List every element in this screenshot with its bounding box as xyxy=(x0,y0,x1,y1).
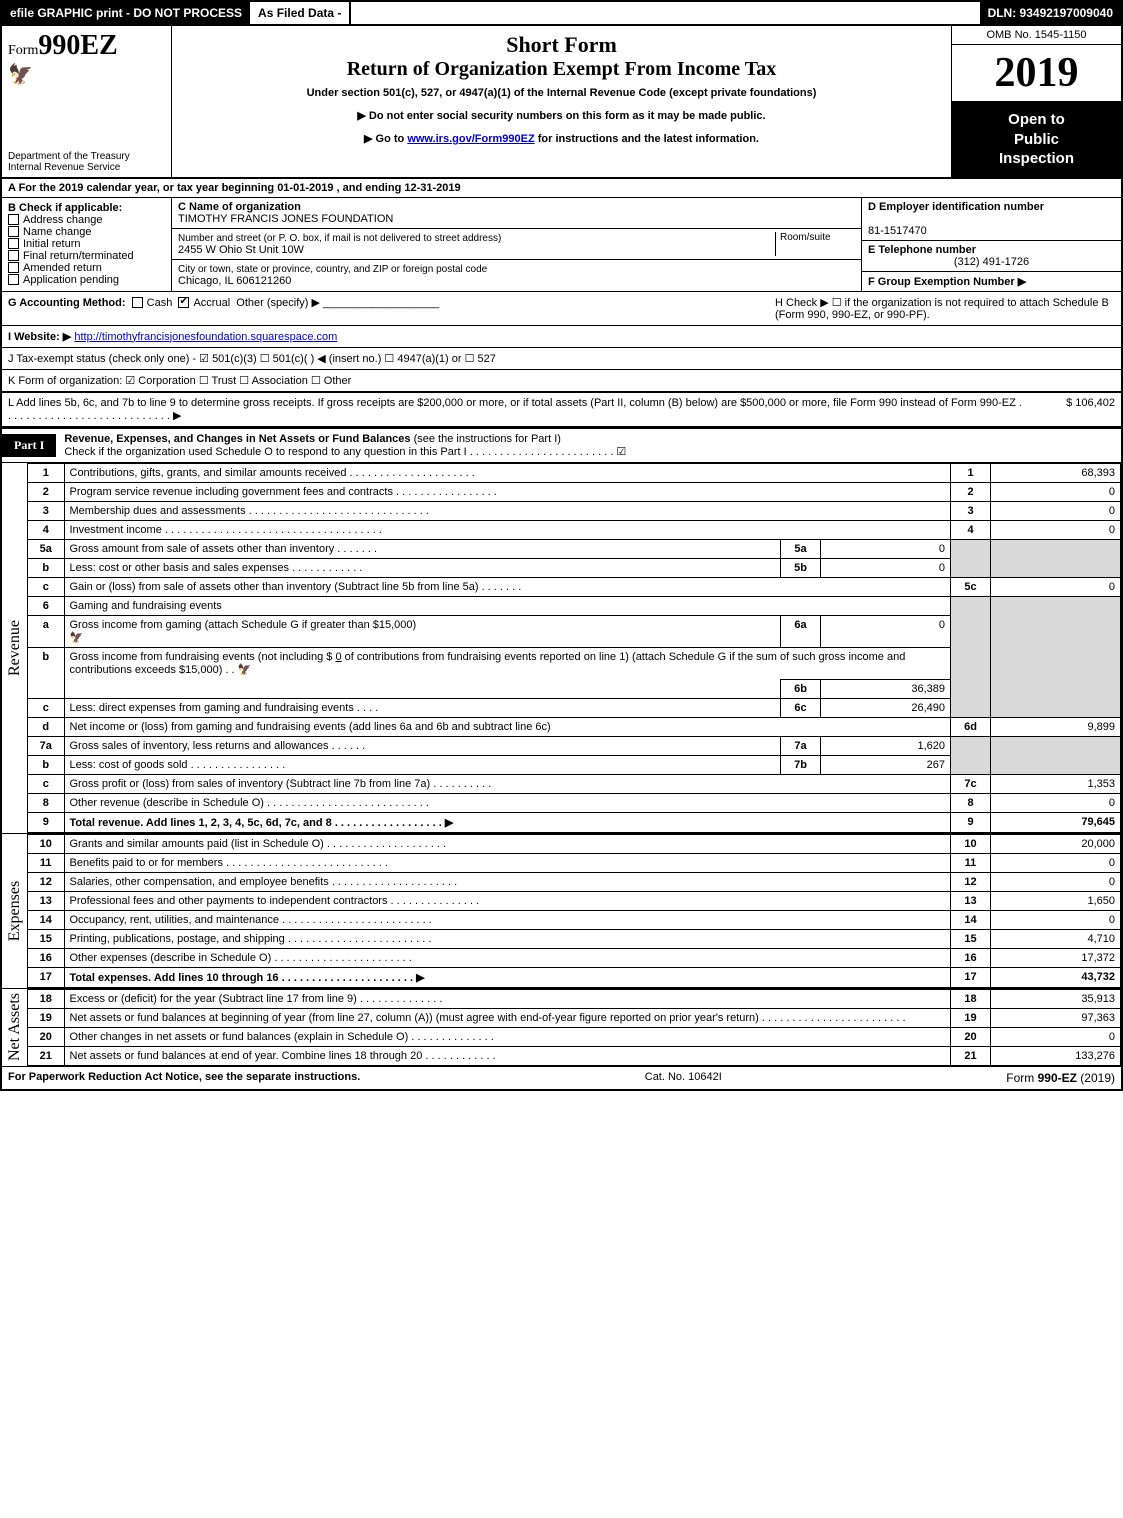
line-21: 21Net assets or fund balances at end of … xyxy=(28,1046,1121,1065)
omb-number: OMB No. 1545-1150 xyxy=(952,26,1121,45)
chk-address-change[interactable] xyxy=(8,214,19,225)
line-13: 13Professional fees and other payments t… xyxy=(28,891,1121,910)
line-2: 2Program service revenue including gover… xyxy=(28,482,1121,501)
netassets-table: 18Excess or (deficit) for the year (Subt… xyxy=(28,989,1121,1066)
b-label: B Check if applicable: xyxy=(8,202,122,214)
form-title: Return of Organization Exempt From Incom… xyxy=(184,58,939,81)
f-label: F Group Exemption Number ▶ xyxy=(868,276,1026,288)
e-label: E Telephone number xyxy=(868,244,976,256)
i-label: I Website: ▶ xyxy=(8,331,71,343)
room-suite-label: Room/suite xyxy=(775,232,855,256)
line-9: 9Total revenue. Add lines 1, 2, 3, 4, 5c… xyxy=(28,812,1121,832)
line-20: 20Other changes in net assets or fund ba… xyxy=(28,1027,1121,1046)
form-subtitle: Under section 501(c), 527, or 4947(a)(1)… xyxy=(184,87,939,99)
footer-mid: Cat. No. 10642I xyxy=(645,1071,722,1085)
short-form-label: Short Form xyxy=(184,32,939,58)
line-5c: cGain or (loss) from sale of assets othe… xyxy=(28,577,1121,596)
section-a: A For the 2019 calendar year, or tax yea… xyxy=(2,179,1121,198)
expenses-table: 10Grants and similar amounts paid (list … xyxy=(28,834,1121,988)
line-14: 14Occupancy, rent, utilities, and mainte… xyxy=(28,910,1121,929)
irs-link[interactable]: www.irs.gov/Form990EZ xyxy=(407,133,534,145)
d-label: D Employer identification number xyxy=(868,201,1044,213)
expenses-sidelabel: Expenses xyxy=(2,834,28,988)
part1-label: Part I xyxy=(2,434,56,457)
dept-label: Department of the Treasury xyxy=(8,151,165,162)
line-10: 10Grants and similar amounts paid (list … xyxy=(28,834,1121,853)
city-label: City or town, state or province, country… xyxy=(178,264,487,275)
chk-accrual[interactable] xyxy=(178,297,189,308)
chk-amended-return[interactable] xyxy=(8,262,19,273)
l-value: $ 106,402 xyxy=(1025,397,1115,422)
revenue-table: 1Contributions, gifts, grants, and simil… xyxy=(28,463,1121,833)
netassets-sidelabel: Net Assets xyxy=(2,989,28,1066)
part1-check: Check if the organization used Schedule … xyxy=(64,446,626,458)
g-label: G Accounting Method: xyxy=(8,297,126,309)
part1-header: Part I Revenue, Expenses, and Changes in… xyxy=(2,427,1121,463)
line-18: 18Excess or (deficit) for the year (Subt… xyxy=(28,989,1121,1008)
form-container: efile GRAPHIC print - DO NOT PROCESS As … xyxy=(0,0,1123,1091)
chk-cash[interactable] xyxy=(132,297,143,308)
ssn-note: ▶ Do not enter social security numbers o… xyxy=(184,109,939,122)
line-12: 12Salaries, other compensation, and empl… xyxy=(28,872,1121,891)
line-16: 16Other expenses (describe in Schedule O… xyxy=(28,948,1121,967)
line-7a: 7aGross sales of inventory, less returns… xyxy=(28,736,1121,755)
goto-note: ▶ Go to www.irs.gov/Form990EZ for instru… xyxy=(184,132,939,145)
line-11: 11Benefits paid to or for members . . . … xyxy=(28,853,1121,872)
asfiled-badge: As Filed Data - xyxy=(250,2,351,24)
form-header: Form990EZ 🦅 Department of the Treasury I… xyxy=(2,26,1121,179)
tax-year: 2019 xyxy=(952,45,1121,102)
street-label: Number and street (or P. O. box, if mail… xyxy=(178,233,501,244)
section-c: C Name of organization TIMOTHY FRANCIS J… xyxy=(172,198,861,291)
dln-badge: DLN: 93492197009040 xyxy=(980,2,1121,24)
revenue-sidelabel: Revenue xyxy=(2,463,28,833)
form-prefix: Form xyxy=(8,43,38,58)
expenses-block: Expenses 10Grants and similar amounts pa… xyxy=(2,833,1121,988)
section-k: K Form of organization: ☑ Corporation ☐ … xyxy=(2,370,1121,393)
page-footer: For Paperwork Reduction Act Notice, see … xyxy=(2,1066,1121,1089)
section-l: L Add lines 5b, 6c, and 7b to line 9 to … xyxy=(2,393,1121,427)
line-7c: cGross profit or (loss) from sales of in… xyxy=(28,774,1121,793)
irs-eagle-icon: 🦅 xyxy=(8,62,165,87)
part1-title: Revenue, Expenses, and Changes in Net As… xyxy=(64,433,410,445)
efile-badge: efile GRAPHIC print - DO NOT PROCESS xyxy=(2,2,250,24)
website-link[interactable]: http://timothyfrancisjonesfoundation.squ… xyxy=(74,331,337,343)
revenue-block: Revenue 1Contributions, gifts, grants, a… xyxy=(2,463,1121,833)
section-def: D Employer identification number 81-1517… xyxy=(861,198,1121,291)
chk-initial-return[interactable] xyxy=(8,238,19,249)
line-19: 19Net assets or fund balances at beginni… xyxy=(28,1008,1121,1027)
line-15: 15Printing, publications, postage, and s… xyxy=(28,929,1121,948)
section-b: B Check if applicable: Address change Na… xyxy=(2,198,172,291)
chk-final-return[interactable] xyxy=(8,250,19,261)
chk-name-change[interactable] xyxy=(8,226,19,237)
efile-topbar: efile GRAPHIC print - DO NOT PROCESS As … xyxy=(2,2,1121,26)
line-3: 3Membership dues and assessments . . . .… xyxy=(28,501,1121,520)
city-value: Chicago, IL 606121260 xyxy=(178,275,291,287)
netassets-block: Net Assets 18Excess or (deficit) for the… xyxy=(2,988,1121,1066)
irs-label: Internal Revenue Service xyxy=(8,162,165,173)
line-6: 6Gaming and fundraising events xyxy=(28,596,1121,615)
street-value: 2455 W Ohio St Unit 10W xyxy=(178,244,304,256)
form-number: Form990EZ 🦅 xyxy=(8,30,165,87)
line-6d: dNet income or (loss) from gaming and fu… xyxy=(28,717,1121,736)
section-j: J Tax-exempt status (check only one) - ☑… xyxy=(2,348,1121,370)
org-name: TIMOTHY FRANCIS JONES FOUNDATION xyxy=(178,213,393,225)
h-text: H Check ▶ ☐ if the organization is not r… xyxy=(775,296,1115,321)
phone-value: (312) 491-1726 xyxy=(868,256,1115,268)
footer-left: For Paperwork Reduction Act Notice, see … xyxy=(8,1071,360,1083)
ein-value: 81-1517470 xyxy=(868,225,927,237)
line-8: 8Other revenue (describe in Schedule O) … xyxy=(28,793,1121,812)
form-num: 990EZ xyxy=(38,30,117,61)
open-public-badge: Open to Public Inspection xyxy=(952,102,1121,177)
line-5a: 5aGross amount from sale of assets other… xyxy=(28,539,1121,558)
line-17: 17Total expenses. Add lines 10 through 1… xyxy=(28,967,1121,987)
l-text: L Add lines 5b, 6c, and 7b to line 9 to … xyxy=(8,397,1025,422)
section-i: I Website: ▶ http://timothyfrancisjonesf… xyxy=(2,326,1121,348)
section-bcdef: B Check if applicable: Address change Na… xyxy=(2,198,1121,292)
section-gh: G Accounting Method: Cash Accrual Other … xyxy=(2,292,1121,326)
line-4: 4Investment income . . . . . . . . . . .… xyxy=(28,520,1121,539)
line-1: 1Contributions, gifts, grants, and simil… xyxy=(28,463,1121,482)
c-name-label: C Name of organization xyxy=(178,201,301,213)
footer-right: Form 990-EZ (2019) xyxy=(1006,1071,1115,1085)
chk-application-pending[interactable] xyxy=(8,274,19,285)
